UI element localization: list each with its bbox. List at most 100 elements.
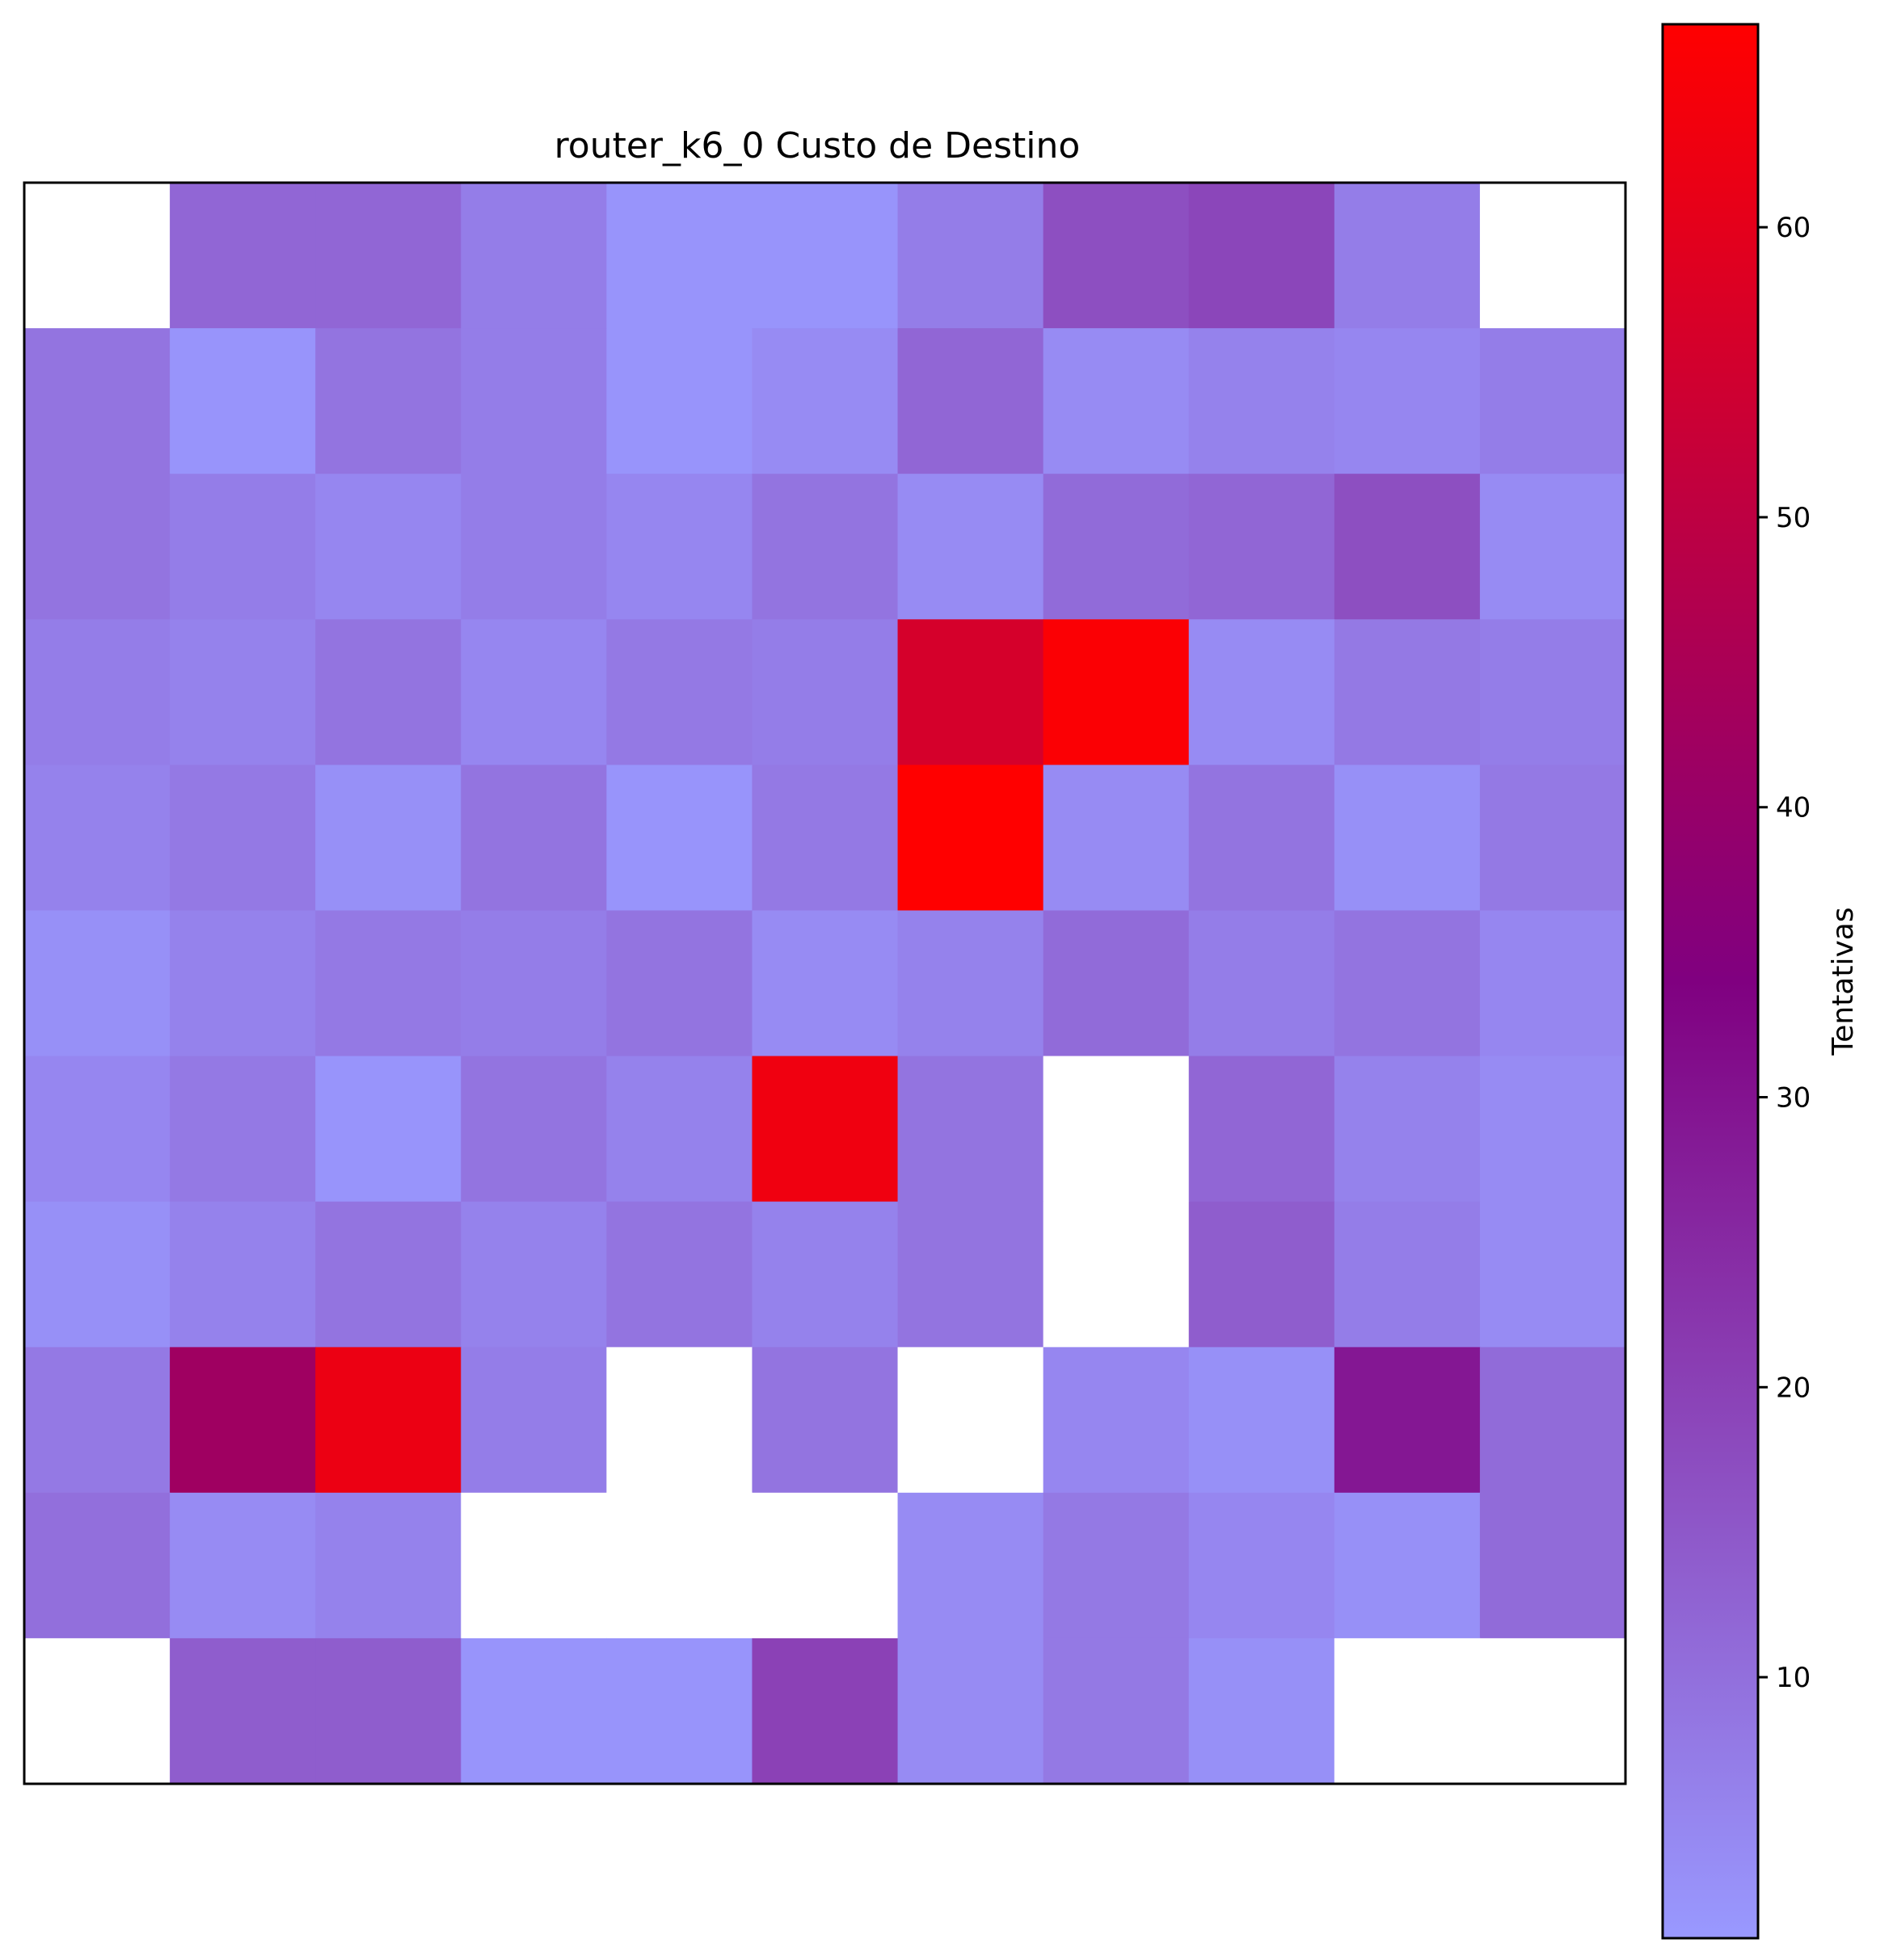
heatmap-cell [24, 1347, 171, 1494]
heatmap-cell [897, 1347, 1044, 1494]
heatmap-cell [461, 1201, 607, 1348]
heatmap-cell [461, 619, 607, 765]
heatmap-cell [606, 1201, 753, 1348]
colorbar-ticks: 10 20 30 40 50 60 [1758, 212, 1811, 1694]
heatmap-cell [461, 474, 607, 620]
heatmap-cell [1334, 183, 1481, 329]
heatmap-cell [170, 328, 316, 474]
heatmap-cell [461, 910, 607, 1057]
heatmap-cell [606, 1056, 753, 1203]
heatmap-cell [1188, 765, 1335, 912]
heatmap-cell [606, 1492, 753, 1639]
heatmap-cell [315, 1638, 462, 1785]
heatmap-cell [897, 1056, 1044, 1203]
heatmap-cell [1479, 1347, 1626, 1494]
heatmap-cell [752, 1492, 899, 1639]
heatmap-cell [24, 328, 171, 474]
heatmap-cell [752, 910, 899, 1057]
heatmap-cell [752, 1638, 899, 1785]
heatmap-cell [24, 765, 171, 912]
plot-frame [23, 181, 1627, 1785]
heatmap-cell [606, 474, 753, 620]
heatmap-cell [606, 619, 753, 765]
heatmap-cell [315, 328, 462, 474]
colorbar-label: Tentativas [1827, 907, 1860, 1056]
heatmap-cell [315, 1347, 462, 1494]
heatmap-cell [461, 1492, 607, 1639]
heatmap-cell [606, 328, 753, 474]
heatmap-cell [315, 1201, 462, 1348]
heatmap-cell [315, 183, 462, 329]
heatmap-cell [752, 1056, 899, 1203]
heatmap-cell [752, 619, 899, 765]
colorbar-tick-label: 30 [1776, 1082, 1811, 1115]
heatmap-cell [24, 619, 171, 765]
heatmap-cell [1334, 765, 1481, 912]
heatmap-cell [1188, 1056, 1335, 1203]
heatmap-cell [1188, 1201, 1335, 1348]
heatmap-cell [1334, 910, 1481, 1057]
heatmap-cell [1043, 1492, 1190, 1639]
heatmap-cell [1043, 1638, 1190, 1785]
heatmap-cell [170, 1492, 316, 1639]
heatmap-cell [1479, 1201, 1626, 1348]
heatmap-cell [1043, 1056, 1190, 1203]
heatmap-cell [315, 474, 462, 620]
heatmap-cell [1188, 474, 1335, 620]
heatmap-cell [24, 1492, 171, 1639]
heatmap-cell [1479, 328, 1626, 474]
heatmap-cell [1043, 910, 1190, 1057]
heatmap-cell [752, 328, 899, 474]
heatmap-cell [170, 1347, 316, 1494]
heatmap-cell [1479, 765, 1626, 912]
heatmap-cell [1334, 1492, 1481, 1639]
heatmap-cell [752, 183, 899, 329]
heatmap-cell [1188, 328, 1335, 474]
heatmap-cell [1479, 619, 1626, 765]
heatmap-cell [1188, 1638, 1335, 1785]
heatmap-cell [461, 183, 607, 329]
heatmap-cell [1188, 910, 1335, 1057]
heatmap-cell [606, 765, 753, 912]
heatmap-cell [606, 910, 753, 1057]
heatmap-cell [170, 910, 316, 1057]
heatmap-cell [461, 1347, 607, 1494]
heatmap-cell [461, 1056, 607, 1203]
heatmap-cell [1188, 1347, 1335, 1494]
heatmap-cell [606, 183, 753, 329]
chart-title: router_k6_0 Custo de Destino [554, 125, 1081, 166]
heatmap-cell [1043, 328, 1190, 474]
heatmap-cell [1334, 1201, 1481, 1348]
heatmap-cell [24, 910, 171, 1057]
heatmap-cell [752, 1201, 899, 1348]
heatmap-cell [1043, 1347, 1190, 1494]
heatmap-cell [315, 1056, 462, 1203]
heatmap-cell [315, 910, 462, 1057]
heatmap-cell [897, 1638, 1044, 1785]
heatmap-cell [461, 328, 607, 474]
heatmap-cell [1043, 474, 1190, 620]
heatmap-cell [315, 765, 462, 912]
colorbar-tick-label: 60 [1776, 212, 1811, 244]
heatmap-cell [897, 474, 1044, 620]
heatmap-cell [1479, 183, 1626, 329]
heatmap-cell [170, 1201, 316, 1348]
heatmap-cell [315, 1492, 462, 1639]
heatmap-cell [897, 619, 1044, 765]
heatmap-cell [1479, 474, 1626, 620]
heatmap-cell [897, 1492, 1044, 1639]
heatmap-cell [897, 910, 1044, 1057]
heatmap-cell [170, 474, 316, 620]
colorbar [1661, 23, 1760, 1940]
heatmap-cell [606, 1347, 753, 1494]
heatmap-cell [897, 765, 1044, 912]
heatmap-cell [24, 1638, 171, 1785]
heatmap-cell [897, 183, 1044, 329]
heatmap-cell [1188, 619, 1335, 765]
heatmap-cell [170, 765, 316, 912]
heatmap-cell [1479, 910, 1626, 1057]
heatmap-cell [1043, 765, 1190, 912]
heatmap-cell [170, 1638, 316, 1785]
heatmap-cell [752, 1347, 899, 1494]
heatmap-cell [24, 474, 171, 620]
